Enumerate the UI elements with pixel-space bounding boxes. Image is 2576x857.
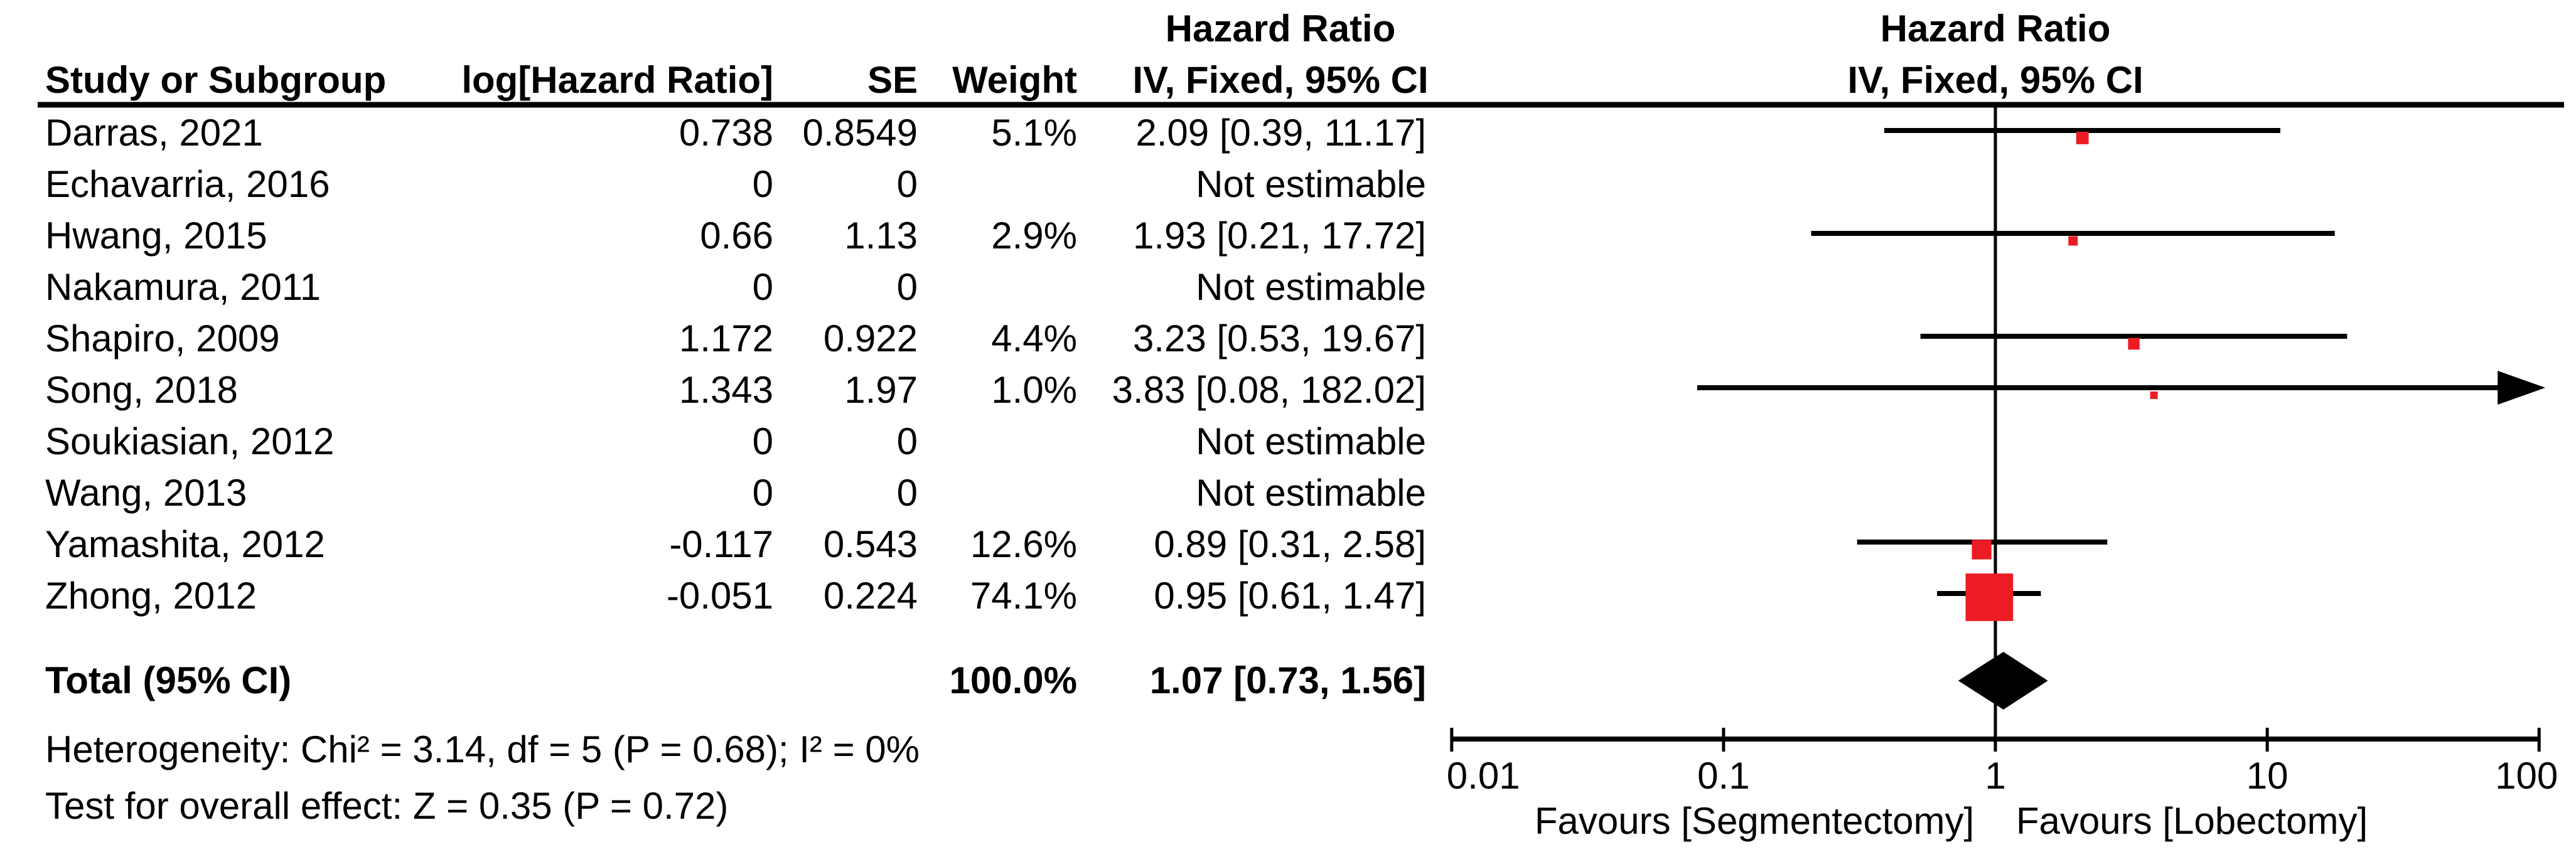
study-weight: 5.1% <box>991 112 1077 154</box>
study-se: 0.8549 <box>802 112 918 154</box>
axis-tick-label: 0.01 <box>1446 755 1520 797</box>
study-name: Shapiro, 2009 <box>45 317 280 359</box>
study-name: Nakamura, 2011 <box>45 266 321 308</box>
table-row: Song, 2018 1.343 1.97 1.0% 3.83 [0.08, 1… <box>0 365 2576 416</box>
study-name: Soukiasian, 2012 <box>45 420 335 462</box>
study-log-hr: 0 <box>752 420 773 462</box>
study-se: 0 <box>896 266 918 308</box>
study-log-hr: 0 <box>752 472 773 514</box>
study-weight: 12.6% <box>970 523 1077 565</box>
study-log-hr: 0 <box>752 266 773 308</box>
col-header-weight: Weight <box>952 59 1077 101</box>
study-weight: 2.9% <box>991 215 1077 257</box>
study-name: Darras, 2021 <box>45 112 263 154</box>
heterogeneity-note: Heterogeneity: Chi² = 3.14, df = 5 (P = … <box>45 728 920 770</box>
favours-left-label: Favours [Segmentectomy] <box>1534 800 1975 842</box>
axis-tick-label: 1 <box>1985 755 2006 797</box>
table-row: Shapiro, 2009 1.172 0.922 4.4% 3.23 [0.5… <box>0 313 2576 365</box>
study-ci-text: 1.93 [0.21, 17.72] <box>1132 215 1426 257</box>
study-log-hr: 0.738 <box>679 112 773 154</box>
table-row: Nakamura, 2011 0 0 Not estimable <box>0 262 2576 313</box>
plot-header-iv-fixed-ci: IV, Fixed, 95% CI <box>1847 59 2144 101</box>
study-log-hr: 1.343 <box>679 369 773 411</box>
study-ci-text: 0.95 [0.61, 1.47] <box>1154 575 1426 617</box>
study-name: Hwang, 2015 <box>45 215 267 257</box>
table-row: Darras, 2021 0.738 0.8549 5.1% 2.09 [0.3… <box>0 107 2576 159</box>
study-log-hr: 0.66 <box>700 215 773 257</box>
axis-tick-label: 10 <box>2246 755 2289 797</box>
study-weight: 74.1% <box>970 575 1077 617</box>
study-log-hr: 0 <box>752 163 773 205</box>
table-row: Yamashita, 2012 -0.117 0.543 12.6% 0.89 … <box>0 519 2576 570</box>
study-ci-text: 3.83 [0.08, 182.02] <box>1112 369 1426 411</box>
table-row: Zhong, 2012 -0.051 0.224 74.1% 0.95 [0.6… <box>0 570 2576 622</box>
study-log-hr: -0.117 <box>669 523 773 565</box>
study-ci-text: 0.89 [0.31, 2.58] <box>1154 523 1426 565</box>
table-row: Hwang, 2015 0.66 1.13 2.9% 1.93 [0.21, 1… <box>0 210 2576 262</box>
total-ci-text: 1.07 [0.73, 1.56] <box>1149 659 1426 701</box>
table-row: Soukiasian, 2012 0 0 Not estimable <box>0 416 2576 467</box>
total-diamond <box>1958 652 2048 710</box>
axis-tick-label: 100 <box>2495 755 2558 797</box>
study-ci-text: Not estimable <box>1196 420 1426 462</box>
study-se: 0.543 <box>823 523 918 565</box>
total-weight: 100.0% <box>949 659 1078 701</box>
study-weight: 1.0% <box>991 369 1077 411</box>
study-name: Echavarria, 2016 <box>45 163 330 205</box>
study-log-hr: -0.051 <box>666 575 773 617</box>
study-se: 0 <box>896 420 918 462</box>
study-name: Zhong, 2012 <box>45 575 257 617</box>
col-header-log-hazard-ratio: log[Hazard Ratio] <box>461 59 773 101</box>
study-name: Yamashita, 2012 <box>45 523 325 565</box>
study-ci-text: Not estimable <box>1196 163 1426 205</box>
study-se: 1.97 <box>844 369 918 411</box>
study-name: Song, 2018 <box>45 369 238 411</box>
col-header-se: SE <box>867 59 918 101</box>
axis-tick-label: 0.1 <box>1697 755 1750 797</box>
study-ci-text: 3.23 [0.53, 19.67] <box>1132 317 1426 359</box>
overall-effect-note: Test for overall effect: Z = 0.35 (P = 0… <box>45 785 729 827</box>
study-weight: 4.4% <box>991 317 1077 359</box>
study-ci-text: Not estimable <box>1196 472 1426 514</box>
study-ci-text: 2.09 [0.39, 11.17] <box>1135 112 1426 154</box>
col-header-study: Study or Subgroup <box>45 59 387 101</box>
table-row: Wang, 2013 0 0 Not estimable <box>0 467 2576 519</box>
study-se: 1.13 <box>844 215 918 257</box>
col-header-hazard-ratio: Hazard Ratio <box>1165 8 1396 50</box>
total-label: Total (95% CI) <box>45 659 292 701</box>
favours-right-label: Favours [Lobectomy] <box>2015 800 2368 842</box>
study-se: 0.922 <box>823 317 918 359</box>
table-row: Echavarria, 2016 0 0 Not estimable <box>0 159 2576 210</box>
study-log-hr: 1.172 <box>679 317 773 359</box>
study-se: 0 <box>896 472 918 514</box>
plot-header-hazard-ratio: Hazard Ratio <box>1880 8 2111 50</box>
study-se: 0.224 <box>823 575 918 617</box>
study-ci-text: Not estimable <box>1196 266 1426 308</box>
study-se: 0 <box>896 163 918 205</box>
col-header-iv-fixed-ci: IV, Fixed, 95% CI <box>1132 59 1429 101</box>
study-name: Wang, 2013 <box>45 472 247 514</box>
